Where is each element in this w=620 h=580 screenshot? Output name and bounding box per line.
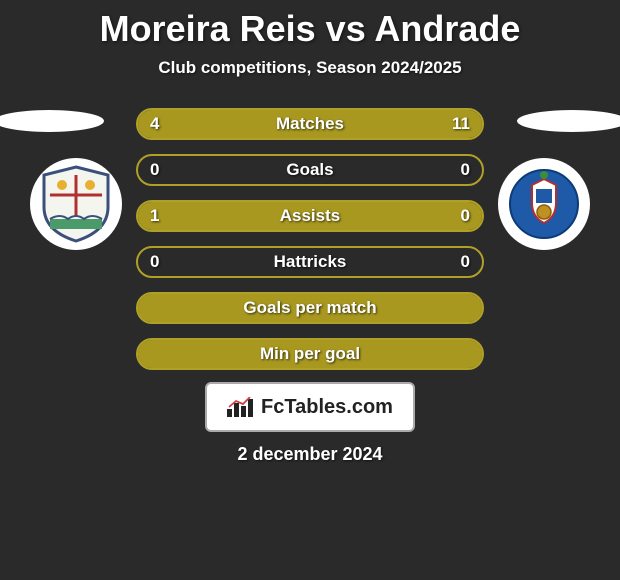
club-badge-left	[30, 158, 122, 250]
player-shadow-left	[0, 110, 104, 132]
page-subtitle: Club competitions, Season 2024/2025	[0, 58, 620, 78]
bar-value-right: 0	[461, 248, 470, 276]
bar-value-right: 11	[452, 110, 470, 138]
bar-label: Matches	[138, 110, 482, 138]
bar-value-left: 0	[150, 156, 159, 184]
bar-value-right: 0	[461, 156, 470, 184]
bars-icon	[227, 397, 255, 417]
page-title: Moreira Reis vs Andrade	[0, 8, 620, 50]
club-badge-right	[498, 158, 590, 250]
bar-label: Min per goal	[138, 340, 482, 368]
stat-bar: Matches4 11	[136, 108, 484, 140]
stat-bar: Assists1 0	[136, 200, 484, 232]
shield-icon	[40, 165, 112, 243]
comparison-card: Moreira Reis vs Andrade Club competition…	[0, 0, 620, 465]
brand-logo: FcTables.com	[205, 382, 415, 432]
bar-label: Goals per match	[138, 294, 482, 322]
stat-bar: Goals per match	[136, 292, 484, 324]
bar-label: Goals	[138, 156, 482, 184]
bar-value-left: 4	[150, 110, 159, 138]
bar-label: Hattricks	[138, 248, 482, 276]
stat-bar: Min per goal	[136, 338, 484, 370]
brand-text: FcTables.com	[261, 396, 393, 419]
player-shadow-right	[517, 110, 620, 132]
left-side	[16, 108, 136, 250]
bar-label: Assists	[138, 202, 482, 230]
right-side	[484, 108, 604, 250]
main-row: Matches411Goals00Assists10Hattricks00Goa…	[0, 108, 620, 370]
shield-icon	[508, 165, 580, 243]
stat-bar: Goals0 0	[136, 154, 484, 186]
bar-value-left: 1	[150, 202, 159, 230]
bar-value-left: 0	[150, 248, 159, 276]
stat-bar: Hattricks0 0	[136, 246, 484, 278]
comparison-bars: Matches411Goals00Assists10Hattricks00Goa…	[136, 108, 484, 370]
date-label: 2 december 2024	[0, 444, 620, 465]
bar-value-right: 0	[461, 202, 470, 230]
